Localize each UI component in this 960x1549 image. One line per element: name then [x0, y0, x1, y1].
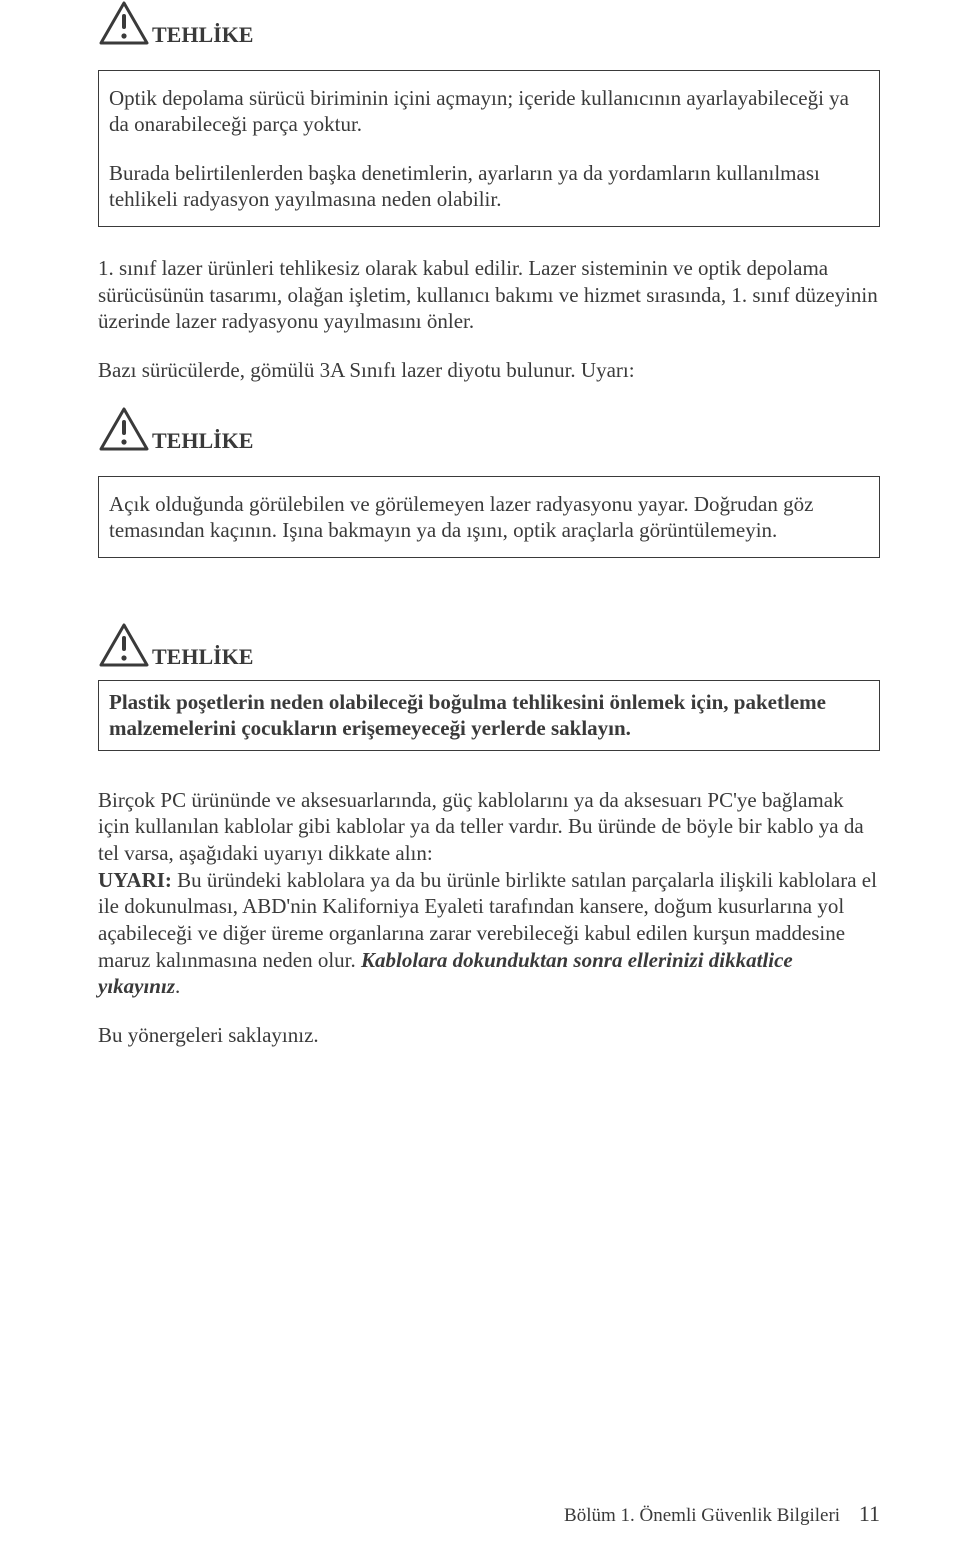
page-content: TEHLİKE Optik depolama sürücü biriminin … — [98, 0, 880, 1049]
paragraph-2: Bazı sürücülerde, gömülü 3A Sınıfı lazer… — [98, 357, 880, 384]
paragraph-4: Bu yönergeleri saklayınız. — [98, 1022, 880, 1049]
paragraph-3: Birçok PC ürününde ve aksesuarlarında, g… — [98, 787, 880, 1000]
danger-label: TEHLİKE — [152, 646, 253, 668]
warning-box-1: Optik depolama sürücü biriminin içini aç… — [98, 70, 880, 227]
page-footer: Bölüm 1. Önemli Güvenlik Bilgileri 11 — [564, 1501, 880, 1527]
warning-box-2: Açık olduğunda görülebilen ve görülemeye… — [98, 476, 880, 559]
para3-end: . — [175, 974, 180, 998]
danger-heading-3: TEHLİKE — [98, 622, 880, 668]
danger-label: TEHLİKE — [152, 24, 253, 46]
footer-page-number: 11 — [859, 1501, 880, 1526]
box3-p1: Plastik poşetlerin neden olabileceği boğ… — [109, 689, 869, 742]
para3-bold: UYARI: — [98, 868, 172, 892]
danger-label: TEHLİKE — [152, 430, 253, 452]
warning-triangle-icon — [98, 622, 150, 668]
footer-text: Bölüm 1. Önemli Güvenlik Bilgileri — [564, 1505, 840, 1526]
paragraph-1: 1. sınıf lazer ürünleri tehlikesiz olara… — [98, 255, 880, 335]
danger-heading-1: TEHLİKE — [98, 0, 880, 46]
para3-pre: Birçok PC ürününde ve aksesuarlarında, g… — [98, 788, 864, 865]
danger-heading-2: TEHLİKE — [98, 406, 880, 452]
box2-p1: Açık olduğunda görülebilen ve görülemeye… — [109, 491, 869, 544]
box1-p2: Burada belirtilenlerden başka denetimler… — [109, 160, 869, 213]
warning-triangle-icon — [98, 406, 150, 452]
box1-p1: Optik depolama sürücü biriminin içini aç… — [109, 85, 869, 138]
warning-triangle-icon — [98, 0, 150, 46]
warning-box-3: Plastik poşetlerin neden olabileceği boğ… — [98, 680, 880, 751]
